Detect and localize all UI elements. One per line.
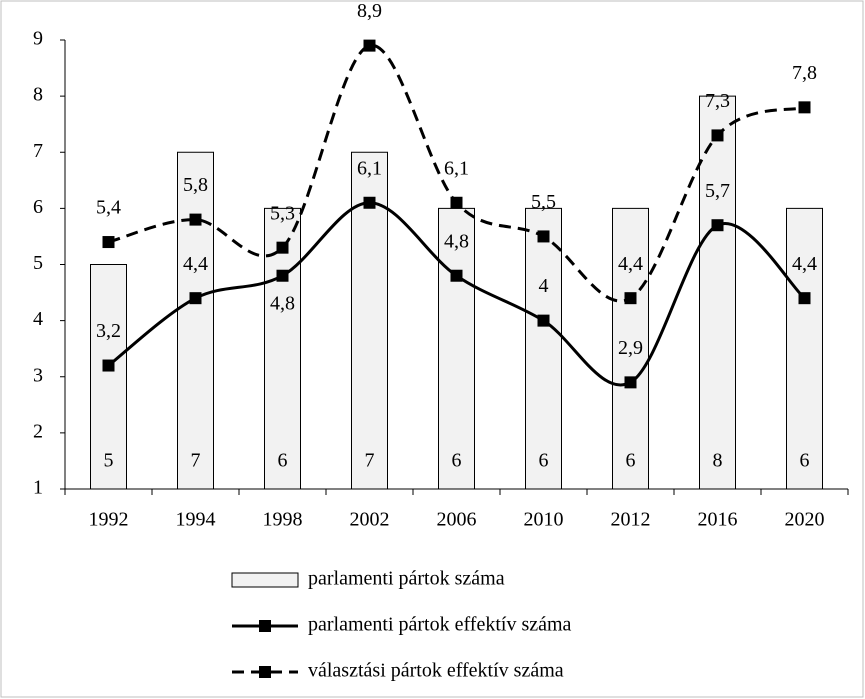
marker — [798, 101, 811, 114]
x-tick-label: 1992 — [89, 509, 129, 531]
data-label: 4,8 — [444, 230, 469, 252]
marker — [798, 292, 811, 305]
data-label: 6,1 — [444, 157, 469, 179]
data-label: 5,7 — [705, 180, 730, 202]
marker — [276, 269, 289, 282]
data-label: 5,5 — [531, 191, 556, 213]
y-tick-label: 2 — [33, 420, 43, 442]
data-label: 4 — [539, 275, 549, 297]
marker — [450, 269, 463, 282]
y-tick-label: 5 — [33, 252, 43, 274]
marker — [276, 241, 289, 254]
marker — [624, 292, 637, 305]
bar-value-label: 8 — [713, 450, 723, 472]
x-tick-label: 2016 — [698, 509, 738, 531]
bar-value-label: 6 — [626, 450, 636, 472]
y-tick-label: 9 — [33, 28, 43, 50]
x-tick-label: 1998 — [263, 509, 303, 531]
bar — [525, 207, 562, 490]
line — [108, 44, 805, 303]
x-tick-label: 2006 — [437, 509, 477, 531]
bar-value-label: 6 — [539, 450, 549, 472]
marker — [711, 129, 724, 142]
marker — [363, 196, 376, 209]
marker — [450, 196, 463, 209]
bar-value-label: 7 — [191, 450, 201, 472]
x-tick-label: 2012 — [611, 509, 651, 531]
y-tick-label: 8 — [33, 84, 43, 106]
y-tick-label: 1 — [33, 477, 43, 499]
data-label: 7,3 — [705, 90, 730, 112]
y-tick-label: 4 — [33, 308, 43, 330]
marker — [189, 292, 202, 305]
bar-value-label: 6 — [278, 450, 288, 472]
data-label: 5,3 — [270, 202, 295, 224]
marker — [537, 314, 550, 327]
data-label: 4,4 — [618, 253, 643, 275]
bar — [786, 207, 823, 490]
bar — [177, 151, 214, 490]
marker — [189, 213, 202, 226]
bar — [90, 264, 127, 490]
x-tick-label: 2002 — [350, 509, 390, 531]
data-label: 4,4 — [792, 253, 817, 275]
marker — [537, 230, 550, 243]
bar-value-label: 7 — [365, 450, 375, 472]
bar-value-label: 5 — [104, 450, 114, 472]
data-label: 7,8 — [792, 62, 817, 84]
legend-label: parlamenti pártok effektív száma — [308, 614, 572, 636]
bar — [699, 95, 736, 490]
data-label: 6,1 — [357, 157, 382, 179]
data-label: 4,8 — [270, 292, 295, 314]
marker — [102, 359, 115, 372]
legend-marker — [259, 666, 271, 678]
y-tick-label: 7 — [33, 140, 43, 162]
legend-swatch — [231, 572, 299, 588]
marker — [624, 376, 637, 389]
legend-label: választási pártok effektív száma — [308, 660, 564, 682]
legend-marker — [259, 620, 271, 632]
data-label: 3,2 — [96, 320, 121, 342]
x-tick-label: 2010 — [524, 509, 564, 531]
data-label: 4,4 — [183, 253, 208, 275]
bar-value-label: 6 — [800, 450, 810, 472]
marker — [102, 236, 115, 249]
data-label: 5,8 — [183, 174, 208, 196]
x-tick-label: 2020 — [785, 509, 825, 531]
data-label: 5,4 — [96, 197, 121, 219]
legend-label: parlamenti pártok száma — [308, 568, 505, 590]
x-tick-label: 1994 — [176, 509, 216, 531]
data-label: 8,9 — [357, 0, 382, 22]
bar — [612, 207, 649, 490]
y-tick-label: 3 — [33, 364, 43, 386]
bar-value-label: 6 — [452, 450, 462, 472]
marker — [711, 219, 724, 232]
marker — [363, 39, 376, 52]
bar — [438, 207, 475, 490]
data-label: 2,9 — [618, 337, 643, 359]
y-tick-label: 6 — [33, 196, 43, 218]
